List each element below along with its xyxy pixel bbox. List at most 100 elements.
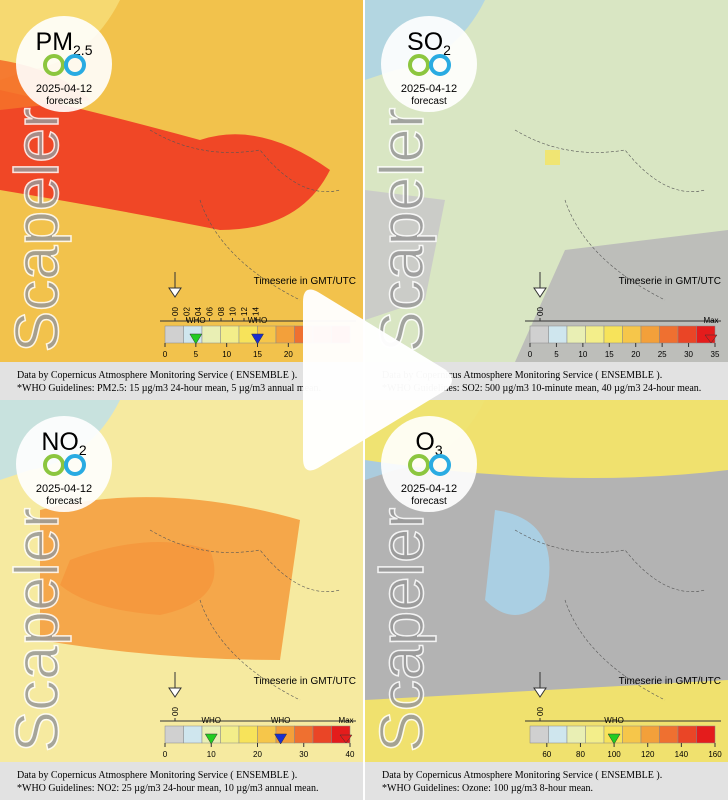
footer-line: *WHO Guidelines: PM2.5: 15 µg/m3 24-hour…: [17, 383, 321, 394]
forecast-status: forecast: [411, 496, 447, 507]
scale-cell: [164, 325, 184, 344]
scale-tick-label: 0: [528, 350, 533, 359]
logo-ring: [43, 454, 65, 476]
scale-tick-label: 30: [684, 350, 693, 359]
who-marker: [189, 333, 203, 345]
scale-cell: [220, 325, 240, 344]
scale-tick-label: 60: [542, 750, 551, 759]
border-lines: [514, 529, 706, 701]
footer: [0, 762, 363, 800]
concentration-area: [545, 150, 560, 165]
pollutant-name: NO: [41, 428, 79, 456]
pollutant-name: O: [415, 428, 434, 456]
pollutant-subscript: 3: [435, 442, 443, 458]
forecast-status: forecast: [411, 96, 447, 107]
scale-tick-label: 30: [299, 750, 308, 759]
logo-ring: [43, 54, 65, 76]
who-label: WHO: [604, 716, 624, 725]
scale-tick-label: 80: [576, 750, 585, 759]
pollutant-subscript: 2.5: [73, 42, 93, 58]
scale-cell: [183, 725, 203, 744]
scale-cell: [220, 725, 240, 744]
who-marker: [607, 733, 621, 745]
hour-label: 00: [536, 307, 545, 316]
who-marker: [251, 333, 264, 345]
forecast-date: 2025-04-12: [36, 483, 92, 495]
watermark: Scapeler: [3, 108, 72, 353]
scale-tick-label: 20: [253, 750, 262, 759]
logo-ring: [64, 54, 86, 76]
time-pointer: [168, 287, 182, 298]
hour-label: 00: [171, 307, 180, 316]
hour-label: 00: [171, 707, 180, 716]
play-button[interactable]: [303, 289, 452, 471]
scale-cell: [585, 325, 605, 344]
timeline-label: Timeserie in GMT/UTC: [254, 276, 356, 287]
forecast-status: forecast: [46, 496, 82, 507]
scale-tick-label: 35: [711, 350, 720, 359]
who-marker: [274, 733, 288, 745]
hour-label: 14: [252, 307, 261, 316]
hour-label: 06: [206, 307, 215, 316]
concentration-area: [0, 90, 330, 230]
border-lines: [514, 129, 706, 301]
hour-label: 10: [229, 307, 238, 316]
border-lines: [149, 529, 341, 701]
who-label: WHO: [248, 316, 268, 325]
scale-tick-label: 15: [605, 350, 614, 359]
scale-cell: [164, 725, 184, 744]
scale-tick-label: 0: [163, 750, 168, 759]
hour-label: 00: [536, 707, 545, 716]
hour-label: 02: [183, 307, 192, 316]
footer-line: Data by Copernicus Atmosphere Monitoring…: [17, 770, 297, 781]
scale-cell: [312, 725, 332, 744]
scale-cell: [659, 325, 679, 344]
scale-cell: [201, 325, 221, 344]
watermark: Scapeler: [3, 508, 72, 753]
scale-tick-label: 5: [554, 350, 559, 359]
forecast-date: 2025-04-12: [401, 83, 457, 95]
scale-cell: [566, 325, 586, 344]
forecast-date: 2025-04-12: [36, 83, 92, 95]
scale-cell: [548, 325, 568, 344]
time-pointer: [533, 687, 547, 698]
footer: [365, 762, 728, 800]
scale-cell: [238, 725, 258, 744]
hour-label: 08: [217, 307, 226, 316]
watermark: Scapeler: [368, 508, 437, 753]
pollutant-subscript: 2: [79, 442, 87, 458]
who-label: WHO: [186, 316, 206, 325]
border-lines: [149, 129, 341, 301]
hour-label: 04: [194, 307, 203, 316]
scale-cell: [294, 725, 314, 744]
pollutant-title: SO2: [407, 28, 451, 58]
footer-line: *WHO Guidelines: NO2: 25 µg/m3 24-hour m…: [17, 783, 318, 794]
max-label: Max: [338, 716, 353, 725]
timeline-label: Timeserie in GMT/UTC: [254, 676, 356, 687]
pollutant-name: PM: [36, 28, 74, 56]
scale-tick-label: 20: [631, 350, 640, 359]
pollutant-title: O3: [415, 428, 442, 458]
concentration-area: [485, 510, 550, 615]
who-label: WHO: [201, 716, 221, 725]
max-marker: [704, 334, 718, 344]
timeline-label: Timeserie in GMT/UTC: [619, 676, 721, 687]
scale-cell: [275, 325, 295, 344]
scale-tick-label: 0: [163, 350, 168, 359]
watermark: Scapeler: [368, 108, 437, 353]
logo-ring: [64, 454, 86, 476]
time-pointer: [533, 287, 547, 298]
max-marker: [339, 734, 353, 744]
logo-ring: [429, 54, 451, 76]
who-label: WHO: [271, 716, 291, 725]
scale-cell: [622, 725, 642, 744]
pollutant-title: NO2: [41, 428, 87, 458]
scale-tick-label: 140: [675, 750, 689, 759]
scale-cell: [677, 325, 697, 344]
scale-cell: [566, 725, 586, 744]
scale-tick-label: 20: [284, 350, 293, 359]
scale-cell: [640, 725, 660, 744]
